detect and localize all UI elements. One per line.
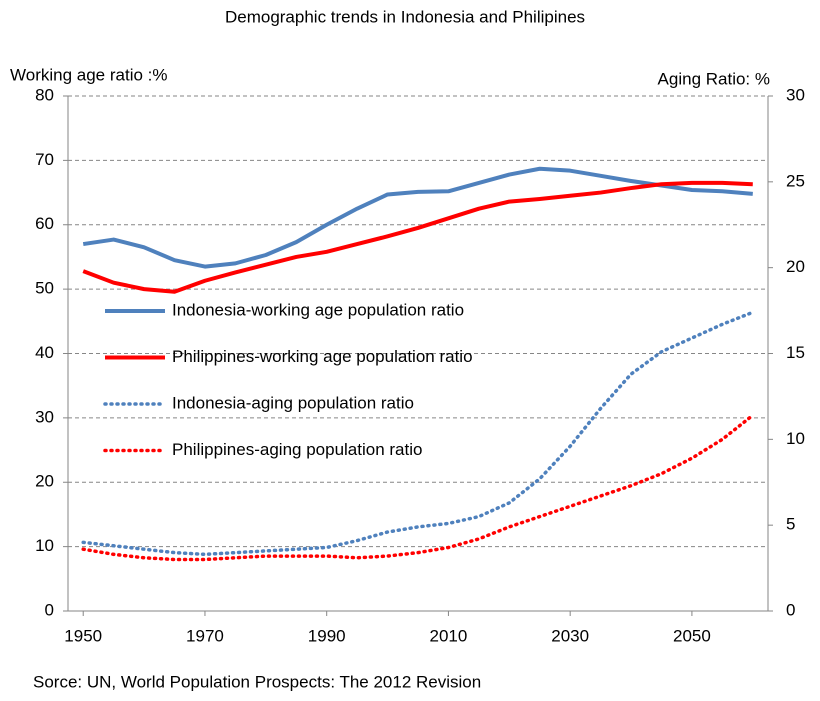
- y-tick-label: 40: [35, 343, 54, 362]
- series-line: [81, 310, 755, 557]
- y2-tick-label: 25: [786, 171, 805, 190]
- y-tick-label: 50: [35, 279, 54, 298]
- y2-axis-label: Aging Ratio: %: [658, 69, 770, 88]
- y-tick-label: 60: [35, 214, 54, 233]
- y2-tick-label: 30: [786, 85, 805, 104]
- y2-tick-label: 0: [786, 600, 795, 619]
- y-tick-label: 10: [35, 536, 54, 555]
- y2-tick-label: 15: [786, 343, 805, 362]
- x-tick-label: 1950: [64, 626, 102, 645]
- series-line: [81, 413, 755, 562]
- x-tick-label: 2010: [430, 626, 468, 645]
- y-tick-label: 20: [35, 472, 54, 491]
- y-tick-label: 70: [35, 150, 54, 169]
- legend-label: Indonesia-aging population ratio: [172, 393, 414, 412]
- series-line: [82, 180, 753, 294]
- chart-title: Demographic trends in Indonesia and Phil…: [225, 7, 585, 26]
- legend-label: Philippines-aging population ratio: [172, 440, 422, 459]
- legend-label: Philippines-working age population ratio: [172, 347, 473, 366]
- y-axis-label: Working age ratio :%: [10, 65, 167, 84]
- legend-label: Indonesia-working age population ratio: [172, 300, 464, 319]
- x-tick-label: 1970: [186, 626, 224, 645]
- y-tick-label: 0: [45, 600, 54, 619]
- y-tick-label: 30: [35, 407, 54, 426]
- x-tick-label: 1990: [308, 626, 346, 645]
- source-note: Sorce: UN, World Population Prospects: T…: [33, 672, 481, 691]
- y2-tick-label: 20: [786, 257, 805, 276]
- series-line: [82, 166, 753, 269]
- y2-tick-label: 10: [786, 429, 805, 448]
- x-tick-label: 2030: [551, 626, 589, 645]
- x-tick-label: 2050: [673, 626, 711, 645]
- y-tick-label: 80: [35, 85, 54, 104]
- y2-tick-label: 5: [786, 515, 795, 534]
